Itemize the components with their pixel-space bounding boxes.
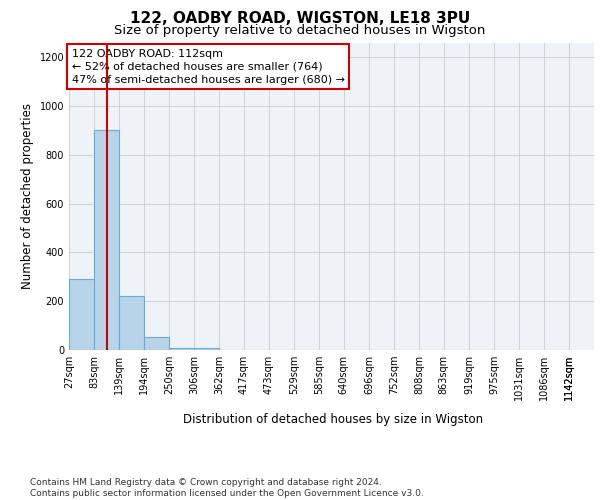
Text: Contains HM Land Registry data © Crown copyright and database right 2024.
Contai: Contains HM Land Registry data © Crown c… [30, 478, 424, 498]
Text: 122 OADBY ROAD: 112sqm
← 52% of detached houses are smaller (764)
47% of semi-de: 122 OADBY ROAD: 112sqm ← 52% of detached… [71, 48, 344, 85]
Text: Size of property relative to detached houses in Wigston: Size of property relative to detached ho… [115, 24, 485, 37]
Bar [169, 348, 194, 350]
Bar [94, 130, 119, 350]
Bar [119, 296, 144, 350]
Y-axis label: Number of detached properties: Number of detached properties [21, 104, 34, 289]
Bar [144, 336, 169, 350]
Text: 122, OADBY ROAD, WIGSTON, LE18 3PU: 122, OADBY ROAD, WIGSTON, LE18 3PU [130, 11, 470, 26]
Text: Distribution of detached houses by size in Wigston: Distribution of detached houses by size … [183, 412, 483, 426]
Bar [194, 348, 219, 350]
Bar [69, 279, 94, 350]
